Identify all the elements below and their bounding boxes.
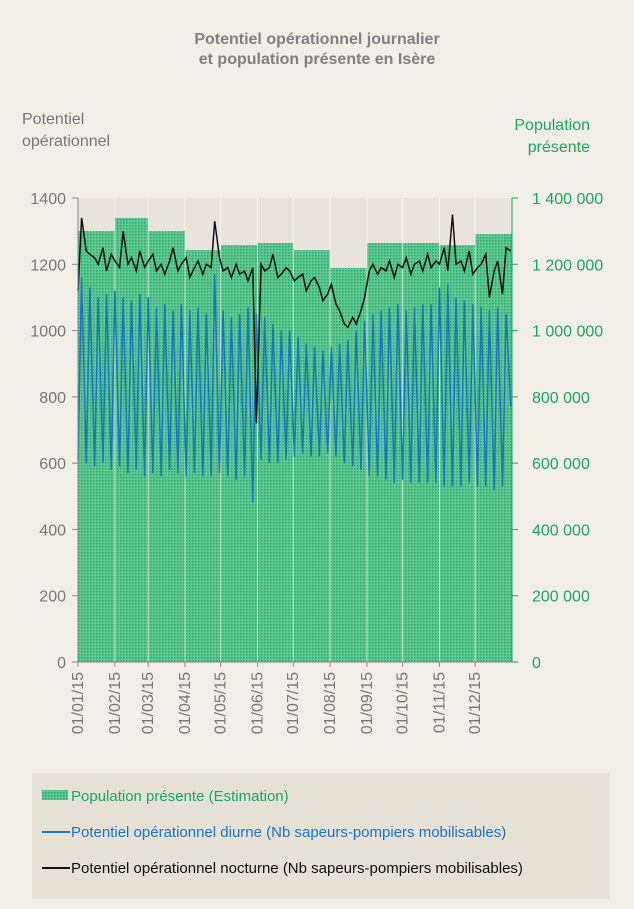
- x-tick-label: 01/09/15: [359, 672, 376, 734]
- y2-axis-label: présente: [528, 139, 590, 156]
- y2-tick-label: 600 000: [532, 456, 590, 473]
- y2-tick-label: 1 200 000: [532, 257, 603, 274]
- line: [77, 274, 512, 503]
- x-tick-label: 01/04/15: [177, 672, 194, 734]
- y2-tick-label: 0: [532, 655, 541, 672]
- x-tick-label: 01/11/15: [431, 672, 448, 733]
- x-tick-label: 01/02/15: [107, 672, 124, 734]
- population-area: [402, 243, 440, 662]
- population-area: [78, 231, 115, 662]
- x-tick-label: 01/01/15: [70, 672, 87, 734]
- chart-title: Potentiel opérationnel journalier: [194, 31, 439, 48]
- y-axis-label: Potentiel: [22, 111, 84, 128]
- y2-tick-label: 800 000: [532, 390, 590, 407]
- legend-label: Potentiel opérationnel nocturne (Nb sape…: [71, 860, 523, 877]
- x-tick-label: 01/10/15: [395, 672, 412, 734]
- y-tick-label: 0: [57, 655, 66, 672]
- y2-tick-label: 1 400 000: [532, 191, 603, 208]
- y-tick-label: 800: [39, 390, 66, 407]
- y-axis-label: opérationnel: [22, 133, 110, 150]
- chart-title: et population présente en Isère: [199, 51, 436, 68]
- x-tick-label: 01/08/15: [322, 672, 339, 734]
- y2-tick-label: 200 000: [532, 589, 590, 606]
- y-tick-label: 400: [39, 522, 66, 539]
- legend-box: [32, 773, 610, 899]
- x-tick-label: 01/05/15: [213, 672, 230, 734]
- y-tick-label: 1400: [30, 191, 66, 208]
- y-tick-label: 600: [39, 456, 66, 473]
- y2-tick-label: 400 000: [532, 522, 590, 539]
- y2-tick-label: 1 000 000: [532, 324, 603, 341]
- y-tick-label: 1000: [30, 324, 66, 341]
- legend-label: Potentiel opérationnel diurne (Nb sapeur…: [71, 824, 506, 841]
- x-tick-label: 01/12/15: [467, 672, 484, 734]
- line: [77, 214, 512, 424]
- y-tick-label: 1200: [30, 257, 66, 274]
- legend-label: Population présente (Estimation): [71, 788, 289, 805]
- x-tick-label: 01/03/15: [140, 672, 157, 734]
- legend-swatch: [42, 790, 68, 800]
- x-tick-label: 01/07/15: [285, 672, 302, 734]
- y-tick-label: 200: [39, 589, 66, 606]
- x-tick-label: 01/06/15: [250, 672, 267, 734]
- population-area: [257, 243, 294, 662]
- y2-axis-label: Population: [514, 117, 590, 134]
